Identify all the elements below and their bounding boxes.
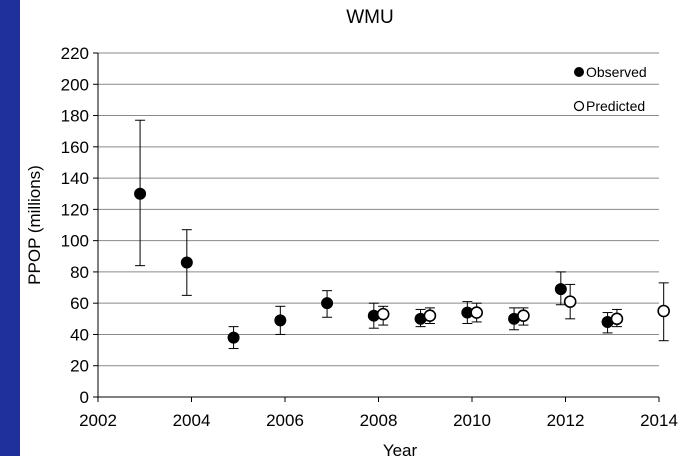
legend-observed-label: Observed <box>586 64 647 80</box>
y-tick-label: 180 <box>61 107 89 126</box>
x-axis-label: Year <box>383 441 418 456</box>
predicted-point <box>470 306 483 319</box>
y-tick-label: 100 <box>61 232 89 251</box>
y-tick-label: 60 <box>70 294 89 313</box>
series-observed <box>134 119 614 350</box>
predicted-point <box>376 307 390 321</box>
y-tick-label: 160 <box>61 138 89 157</box>
y-tick-label: 20 <box>70 357 89 376</box>
x-axis-ticks: 2002 2004 2006 2008 2010 2012 2014 <box>79 397 678 430</box>
x-tick-label: 2002 <box>79 411 117 430</box>
y-tick-label: 140 <box>61 169 89 188</box>
legend: Observed Predicted <box>573 64 647 114</box>
y-tick-label: 120 <box>61 200 89 219</box>
predicted-point <box>563 295 577 308</box>
observed-point <box>554 283 567 296</box>
predicted-point <box>517 309 530 322</box>
y-tick-label: 200 <box>61 75 89 94</box>
y-axis-label: PPOP (millions) <box>25 165 44 285</box>
observed-point <box>227 331 240 344</box>
x-tick-label: 2004 <box>173 411 211 430</box>
predicted-point <box>657 304 670 318</box>
x-tick-label: 2010 <box>453 411 491 430</box>
observed-point <box>134 187 147 200</box>
observed-point <box>321 297 334 310</box>
chart-title: WMU <box>346 7 393 28</box>
y-tick-label: 220 <box>61 44 89 63</box>
x-tick-label: 2014 <box>640 411 678 430</box>
predicted-point <box>423 309 437 322</box>
x-tick-label: 2012 <box>547 411 585 430</box>
y-tick-label: 80 <box>70 263 89 282</box>
x-tick-label: 2008 <box>360 411 398 430</box>
legend-observed-marker <box>574 67 584 77</box>
series <box>134 119 670 350</box>
y-tick-label: 0 <box>80 388 89 407</box>
y-axis-ticks: 0 20 40 60 80 100 120 140 160 180 200 220 <box>61 44 98 407</box>
x-tick-label: 2006 <box>266 411 304 430</box>
series-predicted <box>376 282 670 342</box>
observed-point <box>274 314 287 327</box>
y-tick-label: 40 <box>70 325 89 344</box>
legend-predicted-marker <box>573 100 585 112</box>
observed-point <box>180 256 193 269</box>
legend-predicted-label: Predicted <box>586 98 645 114</box>
predicted-point <box>610 312 624 326</box>
